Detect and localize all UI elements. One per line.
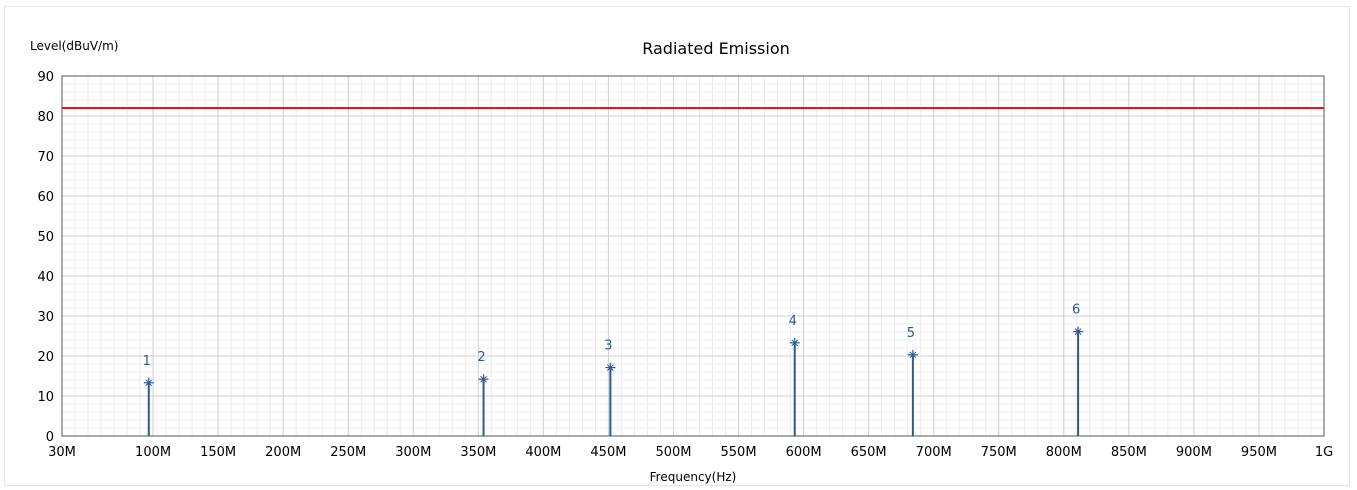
x-tick-label: 1G (1315, 445, 1333, 460)
x-tick-label: 800M (1046, 445, 1082, 460)
marker-cross-d2 (145, 379, 153, 387)
y-tick-label: 10 (37, 390, 54, 405)
marker-label: 1 (143, 354, 151, 369)
marker-label: 6 (1072, 303, 1080, 318)
y-axis-label: Level(dBuV/m) (30, 39, 118, 53)
x-tick-labels: 30M 100M 150M 200M 250M 300M 350M 400M 450M 500M 5… (48, 445, 1333, 460)
x-tick-label: 450M (590, 445, 626, 460)
marker-cross-d2 (909, 351, 917, 359)
x-tick-label: 550M (721, 445, 757, 460)
y-tick-labels: 0 10 20 30 40 50 60 70 80 90 (37, 70, 54, 445)
y-tick-label: 90 (37, 70, 54, 85)
chart-title: Radiated Emission (642, 39, 790, 58)
marker-label: 3 (604, 339, 612, 354)
y-tick-label: 40 (37, 270, 54, 285)
x-axis-label: Frequency(Hz) (650, 470, 737, 484)
x-tick-label: 900M (1176, 445, 1212, 460)
x-tick-label: 150M (200, 445, 236, 460)
marker-label: 4 (789, 314, 797, 329)
emission-marker: 2 (477, 350, 489, 436)
x-tick-label: 750M (981, 445, 1017, 460)
chart-frame (4, 6, 1350, 486)
x-tick-label: 650M (851, 445, 887, 460)
x-tick-label: 30M (48, 445, 76, 460)
x-tick-label: 400M (525, 445, 561, 460)
y-tick-label: 50 (37, 230, 54, 245)
y-tick-label: 0 (46, 430, 54, 445)
emission-marker: 3 (604, 339, 616, 436)
x-tick-label: 200M (265, 445, 301, 460)
marker-label: 2 (477, 350, 485, 365)
emission-marker: 6 (1072, 303, 1084, 436)
x-tick-label: 850M (1111, 445, 1147, 460)
x-tick-label: 350M (460, 445, 496, 460)
emission-markers: 1 2 3 4 5 6 (143, 303, 1084, 436)
y-tick-label: 20 (37, 350, 54, 365)
marker-cross-d2 (607, 364, 614, 371)
marker-cross-d2 (1074, 328, 1082, 335)
grid (61, 75, 1325, 437)
marker-cross-d2 (791, 339, 799, 347)
x-tick-label: 300M (395, 445, 431, 460)
x-tick-label: 700M (916, 445, 952, 460)
emission-marker: 4 (789, 314, 800, 436)
x-tick-label: 500M (655, 445, 691, 460)
x-tick-label: 250M (330, 445, 366, 460)
x-tick-label: 100M (135, 445, 171, 460)
y-tick-label: 80 (37, 110, 54, 125)
y-tick-label: 60 (37, 190, 54, 205)
x-tick-label: 950M (1241, 445, 1277, 460)
x-tick-label: 600M (786, 445, 822, 460)
emission-marker: 5 (907, 326, 918, 436)
marker-cross-d2 (480, 375, 487, 383)
emission-marker: 1 (143, 354, 154, 436)
y-tick-label: 30 (37, 310, 54, 325)
marker-label: 5 (907, 326, 915, 341)
plot-area (61, 75, 1325, 437)
y-tick-label: 70 (37, 150, 54, 165)
